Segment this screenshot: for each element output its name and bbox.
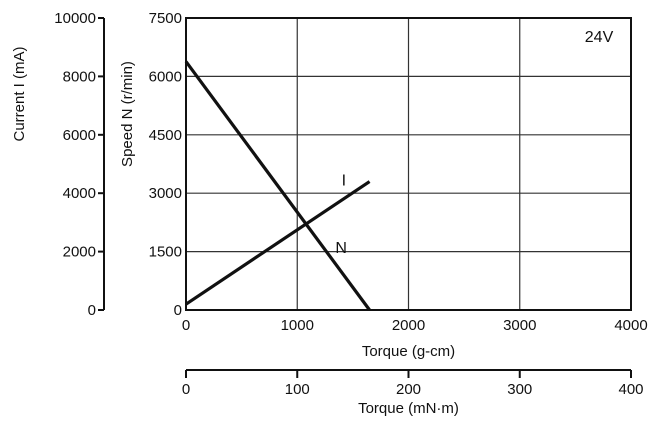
y-tick-label-current: 2000 [63, 244, 96, 261]
series-label-n: N [335, 240, 347, 257]
x-tick-label-gcm: 0 [182, 317, 190, 334]
x-tick-label-mnm: 0 [182, 381, 190, 398]
y-tick-label-speed: 4500 [149, 127, 182, 144]
y-tick-label-speed: 6000 [149, 68, 182, 85]
x-tick-label-mnm: 400 [618, 381, 643, 398]
y-tick-label-speed: 0 [174, 302, 182, 319]
x-tick-label-gcm: 3000 [503, 317, 536, 334]
y-axis-title-speed: Speed N (r/min) [119, 61, 136, 167]
series: NI [184, 60, 371, 311]
y-tick-label-current: 4000 [63, 185, 96, 202]
y-tick-label-current: 10000 [54, 10, 96, 27]
series-line-n [184, 60, 371, 311]
series-line-i [185, 180, 371, 306]
x-tick-label-mnm: 300 [507, 381, 532, 398]
y-tick-label-current: 6000 [63, 127, 96, 144]
x-tick-label-gcm: 4000 [614, 317, 647, 334]
x-tick-label-mnm: 100 [285, 381, 310, 398]
grid [186, 18, 631, 310]
y-tick-label-speed: 7500 [149, 10, 182, 27]
y-tick-label-current: 8000 [63, 68, 96, 85]
x-tick-label-gcm: 2000 [392, 317, 425, 334]
series-label-i: I [342, 173, 346, 190]
voltage-annotation: 24V [585, 29, 614, 46]
y-tick-label-speed: 1500 [149, 244, 182, 261]
y-tick-label-current: 0 [88, 302, 96, 319]
x-axis-title-torque-mnm: Torque (mN·m) [358, 400, 459, 417]
x-axis-title-torque-gcm: Torque (g-cm) [362, 343, 455, 360]
x-tick-label-gcm: 1000 [281, 317, 314, 334]
x-tick-label-mnm: 200 [396, 381, 421, 398]
plot-frame [185, 17, 632, 311]
y-tick-label-speed: 3000 [149, 185, 182, 202]
y-axis-title-current: Current I (mA) [11, 46, 28, 141]
